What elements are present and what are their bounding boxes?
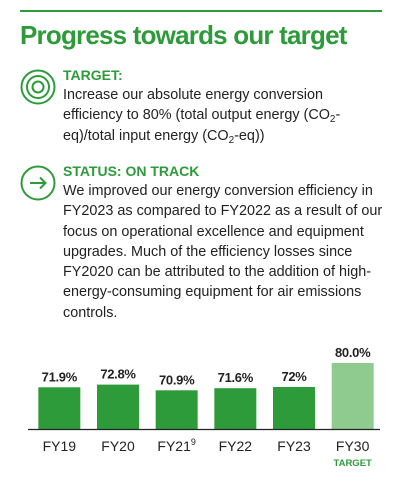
status-heading: STATUS: ON TRACK: [63, 163, 200, 179]
arrow-right-circle-icon: [20, 165, 56, 201]
target-tag: TARGET: [333, 458, 372, 469]
bar: [273, 387, 315, 429]
bar: [331, 363, 374, 429]
data-label: 71.9%: [42, 369, 78, 384]
bar: [214, 388, 257, 429]
x-tick-label: FY19: [43, 438, 77, 454]
target-section: TARGET: Increase our absolute energy con…: [20, 67, 390, 151]
data-label: 70.9%: [159, 372, 195, 387]
x-tick-label: FY30: [336, 438, 370, 454]
data-label: 71.6%: [218, 370, 254, 385]
status-text: We improved our energy conversion effici…: [63, 183, 383, 321]
data-label: 72%: [281, 369, 307, 384]
bar: [38, 387, 81, 429]
top-rule: [20, 10, 382, 12]
target-icon: [20, 69, 56, 105]
data-label: 72.8%: [100, 367, 136, 382]
page-title: Progress towards our target: [20, 20, 347, 50]
bar: [97, 384, 139, 429]
target-heading: TARGET:: [63, 67, 123, 83]
x-tick-label: FY20: [101, 438, 135, 454]
x-tick-label: FY23: [277, 438, 311, 454]
x-tick-label: FY22: [219, 438, 253, 454]
bar: [155, 390, 198, 429]
target-text: Increase our absolute energy conversion …: [63, 87, 341, 146]
x-tick-label: FY219: [157, 437, 195, 454]
data-label: 80.0%: [335, 345, 371, 360]
status-section: STATUS: ON TRACK We improved our energy …: [20, 163, 390, 328]
